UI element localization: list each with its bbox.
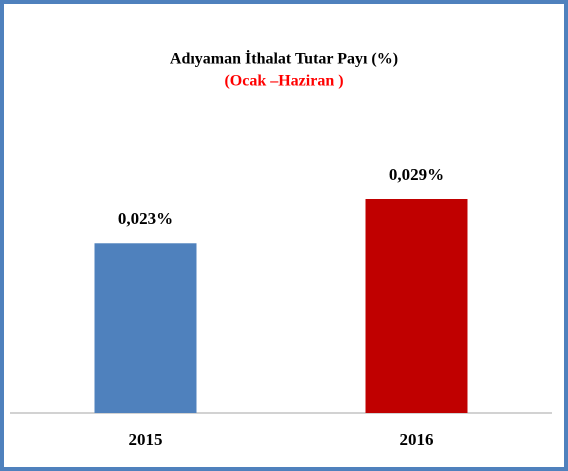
bar (365, 199, 468, 413)
bar (94, 243, 197, 413)
x-tick-label: 2015 (129, 430, 163, 449)
chart-subtitle: (Ocak –Haziran ) (224, 73, 343, 90)
value-label: 0,029% (389, 165, 444, 184)
chart-title: Adıyaman İthalat Tutar Payı (%) (170, 49, 398, 68)
value-label: 0,023% (118, 209, 173, 228)
x-tick-label: 2016 (400, 430, 434, 449)
